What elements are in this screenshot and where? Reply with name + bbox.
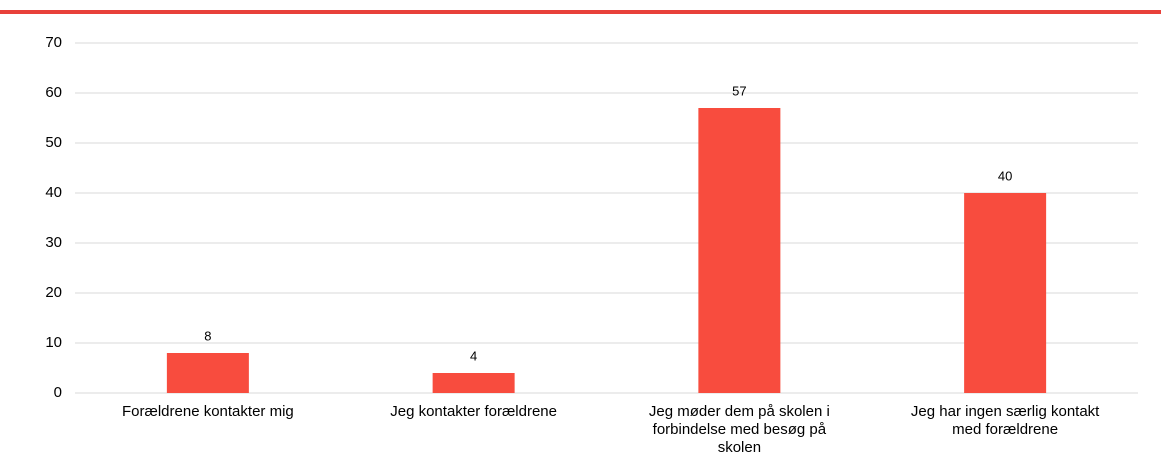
- data-label: 4: [470, 348, 477, 363]
- bar: [432, 373, 515, 393]
- bar: [166, 353, 249, 393]
- x-tick-label: Jeg møder dem på skolen i forbindelse me…: [648, 403, 830, 456]
- y-tick-label: 10: [45, 334, 62, 351]
- y-tick-label: 20: [45, 284, 62, 301]
- y-tick-label: 50: [45, 134, 62, 151]
- y-tick-label: 70: [45, 34, 62, 51]
- top-rule: [0, 10, 1161, 14]
- x-tick-label: Forældrene kontakter mig: [122, 403, 294, 420]
- bar: [964, 193, 1047, 393]
- y-tick-label: 60: [45, 84, 62, 101]
- y-tick-label: 40: [45, 184, 62, 201]
- x-tick-label: Jeg kontakter forældrene: [390, 403, 557, 420]
- data-label: 8: [204, 328, 211, 343]
- data-label: 40: [998, 168, 1012, 183]
- y-tick-label: 30: [45, 234, 62, 251]
- data-label: 57: [732, 83, 746, 98]
- bar: [698, 108, 781, 393]
- y-tick-label: 0: [54, 384, 62, 401]
- x-tick-label: Jeg har ingen særlig kontakt med forældr…: [910, 403, 1100, 438]
